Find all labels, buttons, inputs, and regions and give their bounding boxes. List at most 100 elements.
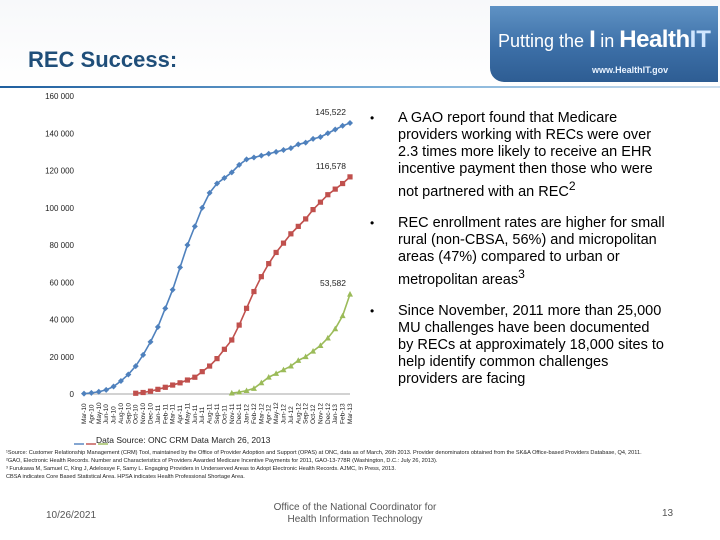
data-point <box>228 169 235 176</box>
data-point <box>236 322 242 328</box>
data-point <box>302 353 309 360</box>
data-point <box>324 334 331 341</box>
data-point <box>125 371 132 378</box>
header-divider <box>0 86 720 88</box>
data-point <box>266 261 272 267</box>
data-point <box>288 231 294 237</box>
x-tick-label: Jun-10 <box>103 404 110 424</box>
data-point <box>243 305 250 311</box>
x-tick-label: Jul-12 <box>288 406 295 424</box>
data-point <box>273 148 280 155</box>
data-point <box>177 264 184 271</box>
x-tick-label: Apr-12 <box>266 404 273 424</box>
footnote-4: CBSA indicates Core Based Statistical Ar… <box>6 474 245 480</box>
data-point <box>184 242 191 248</box>
data-point <box>140 351 147 358</box>
data-point <box>169 286 176 293</box>
x-tick-label: Feb-13 <box>340 403 347 424</box>
bullet-dot-icon: • <box>370 215 375 230</box>
data-point <box>207 363 213 369</box>
data-point <box>214 356 220 362</box>
healthit-logo-panel <box>490 6 718 82</box>
slide-title: REC Success: <box>28 47 178 72</box>
series-end-label: 116,578 <box>316 161 346 171</box>
data-point <box>258 379 265 386</box>
bullet-text: Since November, 2011 more than 25,000 MU… <box>398 302 664 387</box>
data-point <box>221 346 227 352</box>
x-tick-label: Oct-11 <box>221 405 228 424</box>
data-point <box>324 130 331 137</box>
x-tick-label: Mar-13 <box>347 403 354 424</box>
data-point <box>317 199 324 205</box>
footer-org-line1: Office of the National Coordinator for <box>273 502 437 513</box>
logo-health: Health <box>619 26 690 53</box>
data-point <box>177 380 183 386</box>
x-tick-label: Feb-11 <box>162 404 169 424</box>
data-point <box>199 204 206 211</box>
bullet-footnote-ref: 3 <box>518 266 525 281</box>
data-point <box>280 366 287 373</box>
x-tick-label: Jul-10 <box>111 406 118 424</box>
bullet-mu-challenges: • Since November, 2011 more than 25,000 … <box>368 303 668 388</box>
data-point <box>310 135 317 142</box>
x-tick-label: Nov-10 <box>140 403 147 424</box>
logo-prefix: Putting the <box>498 31 590 51</box>
bullet-gao-report: • A GAO report found that Medicare provi… <box>368 110 668 201</box>
data-point <box>191 223 198 230</box>
data-point <box>147 338 154 345</box>
footer-date: 10/26/2021 <box>46 510 97 521</box>
data-point <box>325 192 331 198</box>
x-tick-label: Sep-12 <box>303 403 310 424</box>
series-line <box>231 293 351 394</box>
data-point <box>280 147 287 154</box>
y-tick-label: 140 000 <box>45 129 74 138</box>
data-point <box>170 382 176 388</box>
data-point <box>221 174 228 181</box>
data-point <box>332 186 338 192</box>
data-point <box>287 145 294 152</box>
x-tick-label: Mar-10 <box>81 403 88 424</box>
x-tick-label: May-11 <box>184 402 191 424</box>
data-point <box>214 180 220 187</box>
series-end-label: 53,582 <box>320 278 346 288</box>
data-point <box>340 180 346 187</box>
data-point <box>243 387 250 394</box>
data-point <box>243 156 250 163</box>
x-tick-label: Oct-12 <box>310 404 317 424</box>
y-tick-label: 100 000 <box>45 204 74 213</box>
series-line <box>135 176 351 395</box>
bullet-dot-icon: • <box>370 303 375 318</box>
healthit-logo: Putting the I in HealthIT <box>498 26 711 54</box>
data-point <box>140 389 146 396</box>
data-point <box>287 362 294 369</box>
data-point <box>155 386 161 392</box>
data-point <box>88 389 95 396</box>
brand-url: www.HealthIT.gov <box>592 65 669 75</box>
footnote-1: ¹Source: Customer Relationship Managemen… <box>6 450 642 456</box>
footer-org-line2: Health Information Technology <box>287 514 423 525</box>
data-point <box>310 207 316 213</box>
data-point <box>347 174 353 180</box>
data-point <box>332 126 339 133</box>
x-tick-label: May-10 <box>96 402 103 424</box>
x-tick-label: May-12 <box>273 402 280 424</box>
data-point <box>95 388 102 395</box>
x-tick-label: Dec-10 <box>148 403 155 424</box>
y-tick-label: 120 000 <box>45 167 74 176</box>
data-point <box>295 223 301 229</box>
bullet-enrollment-rates: • REC enrollment rates are higher for sm… <box>368 215 668 289</box>
data-point <box>117 377 124 384</box>
x-tick-label: Aug-10 <box>118 403 125 424</box>
data-point <box>280 240 287 246</box>
data-point <box>347 291 353 297</box>
data-point <box>295 357 302 363</box>
data-point <box>206 189 213 196</box>
data-point <box>229 337 235 343</box>
data-point <box>250 385 257 391</box>
x-tick-label: Jun-11 <box>192 404 199 424</box>
x-tick-label: Jun-12 <box>281 404 288 424</box>
page-number: 13 <box>662 508 674 519</box>
data-point <box>154 323 161 330</box>
logo-mid: in <box>595 31 620 51</box>
x-tick-label: Dec-12 <box>325 403 332 424</box>
